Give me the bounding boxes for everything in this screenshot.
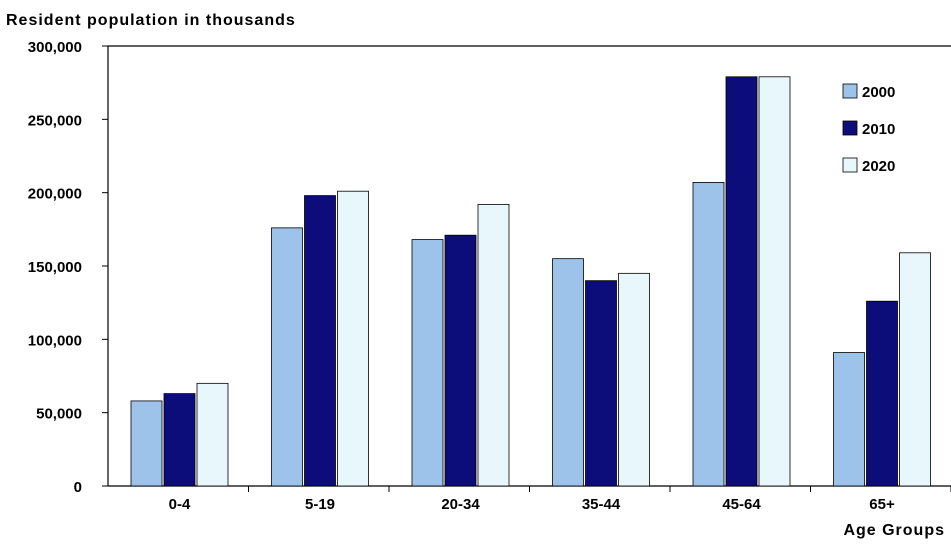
x-tick-label: 45-64 <box>722 496 761 513</box>
x-tick-label: 20-34 <box>441 496 480 513</box>
bar-2000-45-64 <box>692 181 725 487</box>
bar-2010-45-64 <box>725 76 758 487</box>
bar-2020-0-4 <box>196 382 229 487</box>
bar-2020-35-44 <box>618 272 650 487</box>
legend: 2000 2010 2020 <box>842 83 895 175</box>
bar-2000-35-44 <box>552 258 584 487</box>
y-axis-label: Resident population in thousands <box>6 12 296 29</box>
y-tick-label: 150,000 <box>28 259 82 276</box>
bar-2010-0-4 <box>163 393 196 487</box>
legend-label-2000: 2000 <box>862 84 895 101</box>
bar-2010-20-34 <box>444 234 477 487</box>
y-tick-label: 250,000 <box>28 112 82 129</box>
x-axis: 0-4 5-19 20-34 35-44 45-64 65+ <box>169 486 951 513</box>
y-tick-label: 0 <box>74 479 82 496</box>
legend-swatch-2020 <box>842 157 858 173</box>
legend-label-2020: 2020 <box>862 158 895 175</box>
y-tick-label: 200,000 <box>28 186 82 203</box>
bar-2000-5-19 <box>271 227 303 487</box>
bar-2000-65+ <box>833 352 865 487</box>
y-tick-label: 100,000 <box>28 332 82 349</box>
bar-2000-20-34 <box>411 239 444 487</box>
x-tick-label: 5-19 <box>305 496 335 513</box>
bar-2020-65+ <box>899 252 931 487</box>
x-tick-label: 0-4 <box>169 496 191 513</box>
x-axis-label: Age Groups <box>843 522 945 539</box>
plot-frame <box>107 45 951 487</box>
bar-2020-20-34 <box>477 203 510 487</box>
legend-label-2010: 2010 <box>862 121 895 138</box>
x-tick-label: 65+ <box>869 496 895 513</box>
bar-2020-5-19 <box>337 190 369 487</box>
legend-swatch-2000 <box>842 83 858 99</box>
bars <box>130 76 931 487</box>
y-tick-label: 300,000 <box>28 39 82 56</box>
legend-swatch-2010 <box>842 120 858 136</box>
bar-2010-65+ <box>866 300 898 487</box>
bar-2000-0-4 <box>130 400 163 487</box>
y-tick-label: 50,000 <box>36 406 82 423</box>
bar-2010-5-19 <box>304 195 336 487</box>
y-axis: 0 50,000 100,000 150,000 200,000 250,000 300,0… <box>28 39 108 496</box>
bar-2010-35-44 <box>585 280 617 487</box>
x-tick-label: 35-44 <box>582 496 621 513</box>
bar-2020-45-64 <box>758 76 791 487</box>
